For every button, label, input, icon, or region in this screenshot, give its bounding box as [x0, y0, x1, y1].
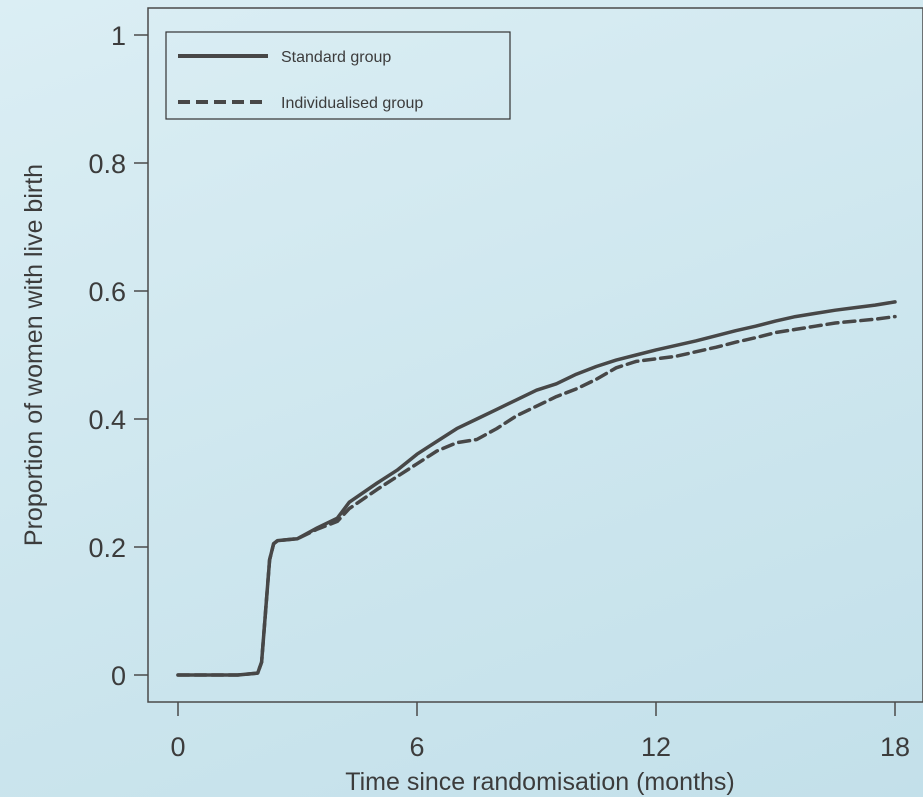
- series-line-standard: [176, 300, 897, 677]
- y-axis-title: Proportion of women with live birth: [20, 164, 48, 546]
- y-tick-label: 0: [111, 661, 126, 691]
- legend-label-individualised: Individualised group: [281, 95, 423, 112]
- y-axis: 0 0.2 0.4 0.6 0.8 1: [88, 21, 148, 691]
- y-tick-label: 0.8: [88, 149, 126, 179]
- y-tick-label: 0.2: [88, 533, 126, 563]
- y-tick-label: 0.4: [88, 405, 126, 435]
- plot-frame: [147, 7, 923, 703]
- x-axis: 0 6 12 18: [170, 702, 910, 762]
- legend: Standard group Individualised group: [165, 31, 511, 120]
- legend-label-standard: Standard group: [281, 49, 391, 66]
- series-line-individualised: [176, 314, 897, 677]
- x-tick-label: 6: [409, 732, 424, 762]
- x-tick-label: 0: [170, 732, 185, 762]
- legend-box: [165, 31, 511, 120]
- y-tick-label: 1: [111, 21, 126, 51]
- x-axis-title: Time since randomisation (months): [345, 768, 735, 796]
- y-tick-label: 0.6: [88, 277, 126, 307]
- series-layer: [176, 300, 897, 677]
- x-tick-label: 12: [641, 732, 671, 762]
- x-tick-label: 18: [880, 732, 910, 762]
